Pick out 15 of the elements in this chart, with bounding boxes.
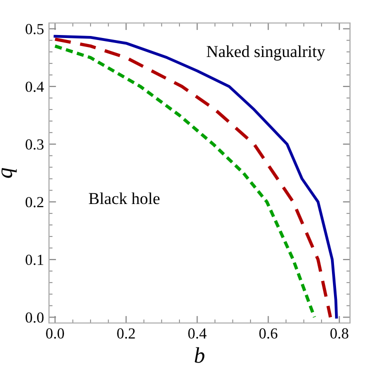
- x-tick-label: 0.0: [46, 328, 64, 339]
- y-tick-label: 0.0: [26, 312, 44, 323]
- y-tick-label: 0.4: [26, 82, 44, 92]
- y-tick-label: 0.2: [26, 196, 44, 208]
- x-tick-label: 0.6: [259, 328, 278, 339]
- x-axis-title: b: [194, 347, 204, 363]
- annotation: Black hole: [88, 192, 160, 204]
- y-axis-title: q: [2, 168, 17, 178]
- x-tick-label: 0.8: [330, 328, 348, 339]
- annotation: Naked singualrity: [206, 45, 326, 61]
- x-tick-label: 0.4: [188, 328, 206, 339]
- y-tick-label: 0.5: [26, 24, 44, 34]
- x-tick-label: 0.2: [117, 328, 135, 339]
- y-tick-label: 0.3: [26, 139, 44, 150]
- y-tick-label: 0.1: [26, 254, 44, 266]
